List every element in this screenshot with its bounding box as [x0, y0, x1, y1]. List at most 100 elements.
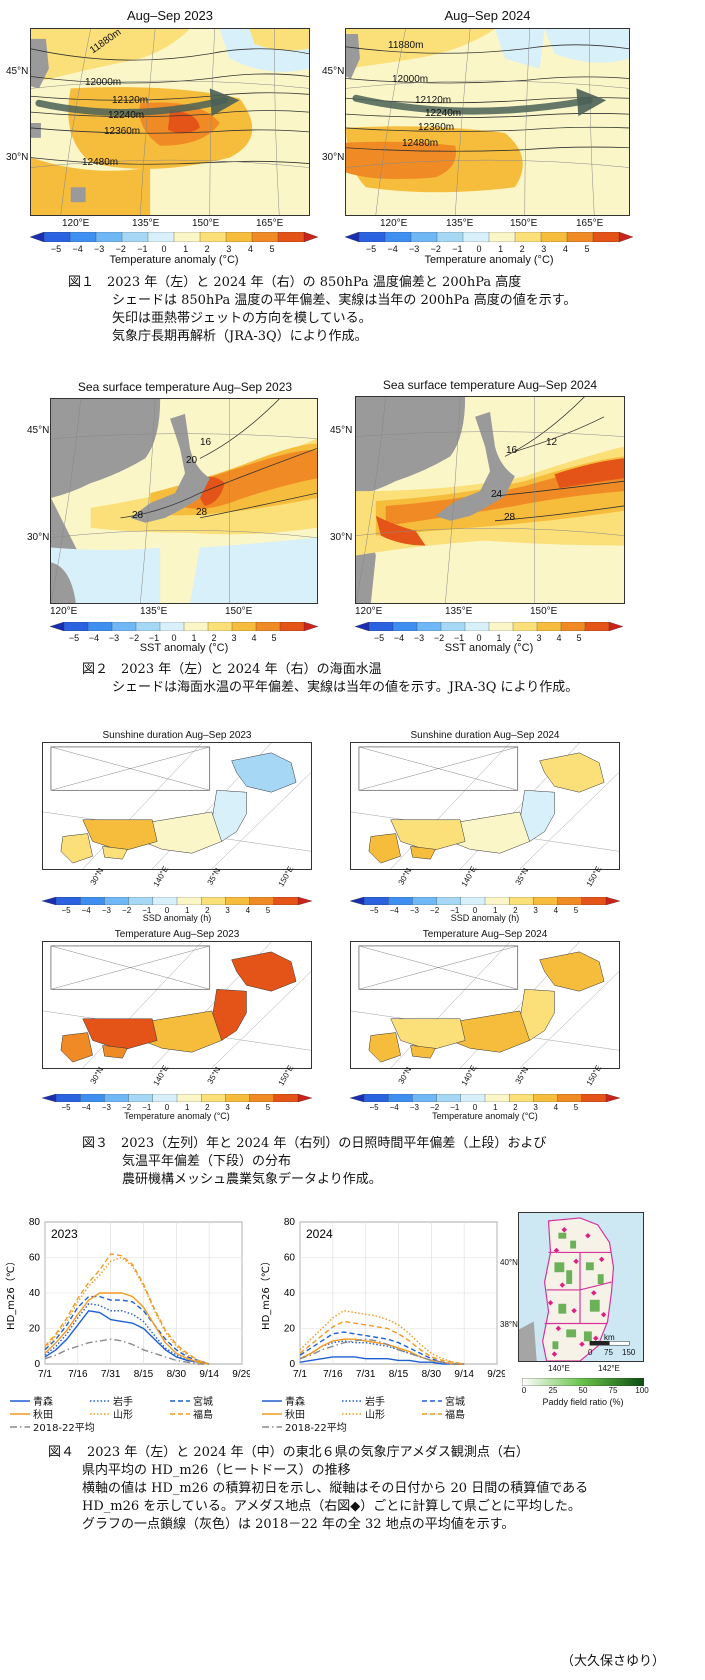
- series-line-青森: [44, 1309, 210, 1365]
- legend-item: 福島: [170, 1406, 213, 1421]
- legend-item: 岩手: [342, 1393, 385, 1408]
- fig4-legend-2024: 青森 岩手 宮城 秋田 山形 福島 2018-22平均: [262, 1393, 507, 1437]
- legend-label: 岩手: [113, 1397, 133, 1408]
- series-line-秋田: [299, 1338, 465, 1365]
- fig1-left-lon-120: 120°E: [62, 218, 90, 229]
- colorbar-tick: −4: [88, 633, 100, 643]
- line-chart-svg: 0 20 40 60 80 7/1 7/16 7/31 8/15 8/30 9/14 9/29 HD_m…: [260, 1217, 505, 1380]
- fig2-right-contour-16: 16: [506, 445, 518, 456]
- fig4-map-lon-140: 140°E: [548, 1364, 570, 1373]
- fig1-right-colorbar-label: Temperature anomaly (°C): [424, 254, 554, 266]
- colorbar-tick: −2: [430, 1103, 440, 1112]
- legend-item: 青森: [10, 1393, 53, 1408]
- fig3-temp-2023-map: [42, 941, 312, 1069]
- colorbar-tick: 2: [205, 1103, 210, 1112]
- colorbar-tick: −1: [148, 633, 160, 643]
- x-tick-label: 9/29: [232, 1369, 250, 1380]
- colorbar-tick: 5: [265, 906, 271, 915]
- fig3-t24-label: Temperature anomaly (°C): [432, 1111, 538, 1121]
- fig3-title-ssd-2023: Sunshine duration Aug–Sep 2023: [102, 730, 252, 741]
- fig4-paddy-tick-25: 25: [548, 1386, 558, 1395]
- colorbar-tick: −2: [115, 244, 126, 254]
- fig1-left-contour-5: 12360m: [104, 126, 141, 137]
- colorbar-tick: −4: [389, 1103, 399, 1112]
- fig4-paddy-colorbar: [522, 1378, 644, 1386]
- fig2-right-lat-30: 30°N: [330, 532, 353, 543]
- y-tick-label: 40: [29, 1288, 41, 1299]
- fig2-right-map: [355, 396, 625, 604]
- colorbar-tick: 0: [161, 244, 167, 254]
- y-tick-label: 60: [29, 1253, 41, 1264]
- colorbar-tick: 0: [476, 633, 482, 643]
- colorbar-tick: −1: [450, 906, 460, 915]
- colorbar-tick: 2: [516, 633, 522, 643]
- fig1-left-lon-150: 150°E: [192, 218, 220, 229]
- legend-label: 秋田: [285, 1410, 305, 1421]
- x-tick-label: 7/1: [38, 1369, 52, 1380]
- fig1-left-title: Aug–Sep 2023: [126, 8, 214, 23]
- colorbar-tick: 5: [573, 906, 579, 915]
- fig2-caption-head: 図２ 2023 年（左）と 2024 年（右）の海面水温: [82, 662, 382, 677]
- fig2-left-lon-150: 150°E: [225, 606, 253, 617]
- x-tick-label: 9/14: [199, 1369, 219, 1380]
- fig3-title-ssd-2024: Sunshine duration Aug–Sep 2024: [410, 730, 560, 741]
- colorbar-tick: −4: [81, 906, 91, 915]
- fig4-map-scale-0: 0: [588, 1348, 593, 1357]
- legend-label: 2018-22平均: [33, 1423, 95, 1434]
- colorbar-tick: 4: [245, 1103, 251, 1112]
- fig3-temp-2024-map: [350, 941, 620, 1069]
- fig1-caption-line-3: 気象庁長期再解析（JRA-3Q）により作成。: [112, 329, 368, 344]
- fig1-right-lon-120: 120°E: [380, 218, 408, 229]
- fig4-paddy-tick-100: 100: [635, 1386, 649, 1395]
- legend-item: 福島: [422, 1406, 465, 1421]
- colorbar-tick: −3: [409, 1103, 419, 1112]
- fig4-paddy-tick-75: 75: [608, 1386, 618, 1395]
- colorbar-tick: −4: [387, 244, 398, 254]
- series-line-山形: [299, 1310, 465, 1365]
- colorbar-tick: 4: [553, 1103, 559, 1112]
- colorbar-tick: −1: [450, 1103, 460, 1112]
- colorbar-tick: 4: [245, 906, 251, 915]
- fig1-right-contour-1: 11880m: [388, 40, 424, 51]
- fig2-left-lat-30: 30°N: [27, 532, 50, 543]
- chart-title: 2023: [51, 1227, 78, 1241]
- fig3-ssd24-colorbar: [350, 897, 620, 905]
- legend-label: 青森: [285, 1397, 305, 1408]
- fig1-right-title: Aug–Sep 2024: [444, 8, 531, 23]
- colorbar-tick: 4: [247, 244, 253, 254]
- fig2-left-lon-120: 120°E: [50, 606, 78, 617]
- colorbar-tick: −2: [122, 1103, 132, 1112]
- colorbar-tick: −1: [137, 244, 148, 254]
- fig1-left-lat-45: 45°N: [6, 66, 29, 77]
- fig2-right-lat-45: 45°N: [330, 425, 353, 436]
- colorbar-tick: 3: [541, 244, 547, 254]
- fig4-caption-line-4: グラフの一点鎖線（灰色）は 2018－22 年の全 32 地点の平均値を示す。: [82, 1517, 515, 1532]
- fig2-left-lat-45: 45°N: [27, 425, 50, 436]
- colorbar-tick: 4: [251, 633, 257, 643]
- fig2-left-contour-28a: 28: [132, 510, 144, 521]
- colorbar-tick: 0: [472, 1103, 478, 1112]
- fig2-caption: 図２ 2023 年（左）と 2024 年（右）の海面水温 シェードは海面水温の平…: [82, 661, 578, 697]
- colorbar-tick: −3: [409, 244, 420, 254]
- fig1-left-colorbar: [30, 232, 318, 242]
- fig2-right-colorbar-label: SST anomaly (°C): [444, 642, 534, 654]
- fig3-ssd-2024-map: [350, 742, 620, 870]
- line-chart-svg: 0 20 40 60 80 7/1 7/16 7/31 8/15 8/30 9/14 9/29 HD_m…: [5, 1217, 250, 1380]
- colorbar-tick: −4: [72, 244, 83, 254]
- fig1-right-lat-30: 30°N: [322, 152, 345, 163]
- fig3-ssd24-label: SSD anomaly (h): [450, 913, 520, 923]
- x-tick-label: 7/31: [356, 1369, 376, 1380]
- fig4-map-lat-40: 40°N: [500, 1258, 518, 1267]
- chart-title: 2024: [306, 1227, 333, 1241]
- fig2-right-colorbar: [355, 622, 623, 631]
- colorbar-tick: 2: [519, 244, 525, 254]
- legend-label: 岩手: [365, 1397, 385, 1408]
- colorbar-tick: 2: [205, 906, 210, 915]
- fig1-right-map: [345, 28, 630, 216]
- colorbar-tick: 0: [164, 906, 170, 915]
- x-tick-label: 9/14: [454, 1369, 474, 1380]
- series-line-2018-22平均: [44, 1338, 210, 1365]
- colorbar-tick: −2: [122, 906, 132, 915]
- colorbar-tick: 0: [171, 633, 177, 643]
- colorbar-tick: −5: [61, 906, 71, 915]
